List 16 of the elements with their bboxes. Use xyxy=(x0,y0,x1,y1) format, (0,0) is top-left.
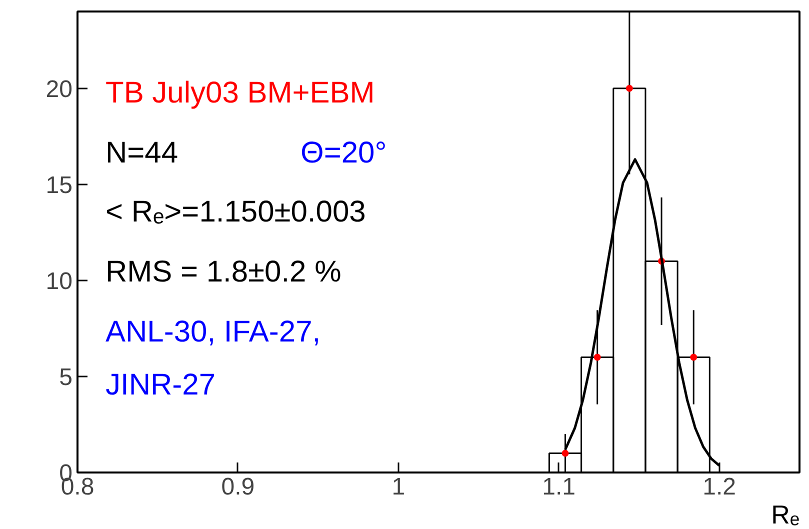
x-tick-label: 1.2 xyxy=(702,474,736,500)
x-tick-label: 1.1 xyxy=(542,474,576,500)
y-tick-label: 15 xyxy=(46,172,73,199)
annotation: ANL-30, IFA-27, xyxy=(106,316,321,348)
x-tick-label: 1 xyxy=(392,474,406,500)
annotation: < Rₑ>=1.150±0.003 xyxy=(106,196,366,228)
annotation: RMS = 1.8±0.2 % xyxy=(106,256,342,288)
annotation: N=44 xyxy=(106,136,178,170)
annotation: TB July03 BM+EBM xyxy=(106,76,375,110)
y-tick-label: 10 xyxy=(46,268,73,295)
y-tick-label: 5 xyxy=(59,364,73,391)
annotation: JINR-27 xyxy=(106,368,216,402)
annotation: Θ=20° xyxy=(300,136,387,170)
y-tick-label: 20 xyxy=(46,76,73,103)
x-axis-title: Rₑ xyxy=(771,500,800,529)
x-tick-label: 0.9 xyxy=(221,474,255,500)
